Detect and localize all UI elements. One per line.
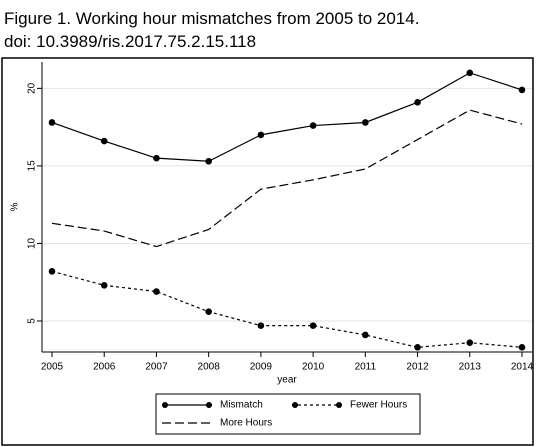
legend-marker [292, 402, 298, 408]
legend-label: Mismatch [220, 400, 263, 411]
x-tick-label: 2006 [93, 362, 116, 373]
legend-box [155, 393, 421, 435]
marker [414, 99, 421, 106]
marker [100, 282, 108, 289]
marker [518, 86, 526, 94]
marker [257, 131, 265, 139]
marker [153, 288, 160, 295]
marker [309, 322, 317, 329]
marker [48, 119, 56, 126]
x-tick-label: 2012 [406, 362, 429, 373]
y-tick-label: 10 [27, 237, 38, 249]
x-tick-label: 2011 [355, 362, 377, 373]
marker [205, 308, 212, 315]
line [51, 109, 523, 248]
marker [414, 344, 421, 351]
legend-marker [336, 402, 342, 408]
marker [362, 331, 369, 339]
legend-label: More Hours [220, 418, 272, 429]
legend-marker [162, 402, 168, 408]
marker [466, 339, 474, 346]
y-tick-label: 5 [27, 318, 38, 324]
x-axis-label: year [277, 375, 297, 386]
legend-label: Fewer Hours [350, 400, 407, 411]
marker [257, 322, 265, 329]
marker [362, 119, 369, 126]
legend-marker [206, 402, 212, 408]
x-tick-label: 2014 [511, 362, 534, 373]
marker [48, 268, 56, 275]
marker [153, 154, 160, 162]
marker [466, 69, 474, 77]
marker [518, 344, 526, 351]
marker [205, 157, 212, 165]
x-tick-label: 2013 [459, 362, 482, 373]
chart-title: Figure 1. Working hour mismatches from 2… [4, 9, 419, 28]
line [51, 270, 523, 348]
y-axis-label: % [10, 202, 21, 211]
chart-frame [1, 57, 534, 446]
y-tick-label: 15 [27, 160, 38, 172]
x-tick-label: 2005 [41, 362, 64, 373]
x-tick-label: 2010 [302, 362, 325, 373]
x-tick-label: 2009 [250, 362, 273, 373]
marker [309, 122, 317, 129]
y-tick-label: 20 [27, 82, 38, 94]
line [51, 72, 523, 162]
x-tick-label: 2008 [198, 362, 221, 373]
marker [100, 137, 108, 145]
chart-subtitle: doi: 10.3989/ris.2017.75.2.15.118 [4, 32, 256, 51]
x-tick-label: 2007 [145, 362, 168, 373]
